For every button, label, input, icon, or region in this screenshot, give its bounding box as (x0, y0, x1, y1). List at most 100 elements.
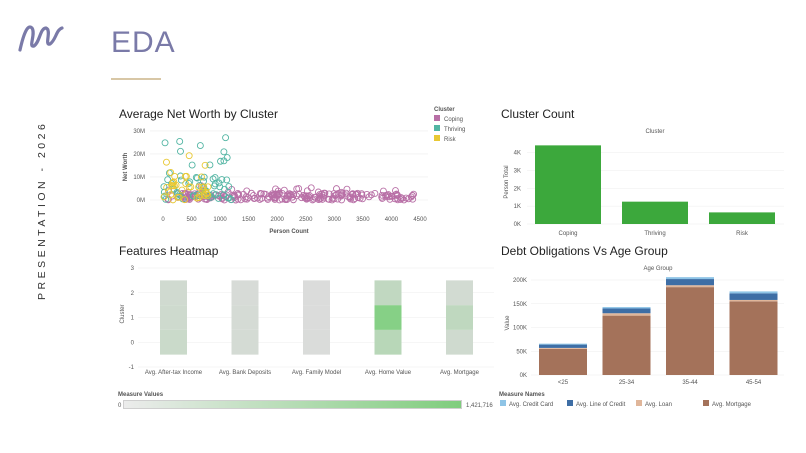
cluster-count-bar-thriving (622, 201, 688, 224)
scatter-point-thriving (192, 173, 200, 181)
scatter-x-tick: 3500 (356, 217, 370, 223)
debt-header: Age Group (643, 266, 673, 272)
heatmap-cell (160, 280, 187, 306)
scatter-point-thriving (212, 191, 220, 199)
scatter-point-risk (198, 173, 205, 181)
legend-swatch-coping (434, 115, 440, 121)
debt-x-tick: 45-54 (746, 380, 762, 386)
legend-label-coping: Coping (444, 117, 463, 123)
scatter-point-thriving (174, 190, 182, 198)
heatmap-cell (446, 280, 473, 306)
legend-swatch-credit-card (500, 400, 506, 406)
scatter-title: Average Net Worth by Cluster (119, 107, 278, 121)
scatter-point-coping (409, 195, 417, 203)
scatter-point-thriving (227, 196, 235, 204)
scatter-point-thriving (164, 176, 172, 184)
legend-swatch-risk (434, 135, 440, 141)
scatter-point-coping (287, 191, 295, 198)
legend-label-mortgage: Avg. Mortgage (712, 402, 752, 408)
heatmap-y-axis-label: Cluster (120, 304, 126, 323)
scatter-x-axis-label: Person Count (269, 229, 308, 235)
scatter-point-thriving (185, 179, 193, 187)
debt-x-tick: <25 (558, 380, 569, 386)
scatter-point-coping (258, 194, 266, 202)
scatter-y-axis-label: Net Worth (123, 152, 129, 181)
scatter-point-thriving (223, 154, 231, 161)
heatmap-y-tick: 0 (131, 340, 135, 346)
scatter-y-tick: 30M (133, 129, 145, 135)
heatmap-cell (160, 305, 187, 330)
heatmap-cell (446, 305, 473, 330)
cluster-count-y-tick: 4K (514, 151, 521, 157)
heatmap-y-tick: 1 (131, 316, 135, 322)
scatter-point-thriving (177, 176, 185, 184)
scatter-point-thriving (211, 182, 218, 190)
scatter-point-risk (201, 161, 209, 169)
scatter-point-coping (371, 189, 379, 197)
scatter-point-coping (405, 195, 412, 203)
scatter-point-coping (272, 185, 280, 193)
debt-bar-segment (729, 293, 778, 300)
scatter-point-coping (250, 192, 257, 199)
heatmap-y-tick: 3 (131, 266, 135, 272)
scatter-point-risk (163, 158, 170, 166)
scatter-point-thriving (176, 138, 184, 145)
scatter-point-coping (316, 192, 324, 200)
debt-bar-segment (666, 279, 714, 286)
scatter-point-thriving (161, 139, 169, 147)
scatter-point-thriving (223, 176, 231, 184)
scatter-point-coping (302, 195, 310, 203)
scatter-point-risk (168, 182, 176, 189)
scatter-point-risk (174, 193, 182, 201)
scatter-y-tick: 20M (133, 152, 145, 158)
slide-title: EDA (111, 26, 176, 59)
legend-label-line-of-credit: Avg. Line of Credit (576, 402, 626, 408)
scatter-point-risk (167, 168, 175, 176)
scatter-point-risk (185, 183, 193, 191)
brand-logo-icon (18, 25, 64, 52)
debt-y-tick: 150K (513, 302, 527, 308)
scatter-point-coping (268, 190, 276, 198)
scatter-point-coping (378, 191, 386, 199)
scatter-point-coping (393, 192, 401, 200)
debt-legend-title: Measure Names (499, 392, 545, 398)
scatter-x-tick: 3000 (328, 217, 342, 223)
debt-bar-segment (666, 285, 714, 288)
heatmap-cell (374, 305, 402, 330)
scatter-point-thriving (225, 194, 233, 202)
scatter-point-thriving (160, 183, 168, 191)
scatter-point-thriving (193, 174, 201, 182)
legend-label-credit-card: Avg. Credit Card (509, 402, 553, 408)
scatter-point-coping (243, 195, 251, 203)
heatmap-cell (374, 280, 402, 306)
heatmap-cell (446, 329, 473, 355)
scatter-x-tick: 500 (187, 217, 198, 223)
title-underline (111, 78, 161, 80)
cluster-count-y-tick: 0K (514, 222, 521, 228)
measure-values-max: 1,421,716 (466, 403, 493, 409)
heatmap-x-tick: Avg. Family Model (292, 370, 341, 376)
scatter-point-coping (338, 191, 346, 199)
debt-x-tick: 35-44 (682, 380, 698, 386)
scatter-point-risk (165, 188, 173, 196)
scatter-point-coping (410, 190, 418, 198)
debt-y-tick: 50K (516, 349, 527, 355)
measure-values-color-scale (123, 400, 462, 409)
cluster-count-x-tick: Coping (558, 231, 577, 237)
legend-label-risk: Risk (444, 137, 457, 143)
scatter-point-coping (278, 190, 286, 197)
debt-bar-segment (729, 301, 778, 375)
scatter-x-tick: 1500 (242, 217, 256, 223)
heatmap-y-tick: 2 (131, 291, 135, 297)
cluster-count-bar-coping (535, 145, 601, 224)
heatmap-cell (160, 329, 187, 355)
debt-bar-segment (602, 307, 651, 309)
cluster-count-y-axis-label: Person Total (504, 165, 510, 198)
scatter-point-coping (243, 187, 251, 195)
scatter-point-coping (342, 189, 350, 197)
scatter-point-thriving (161, 192, 169, 200)
debt-bar-segment (666, 287, 714, 375)
cluster-count-header: Cluster (645, 129, 664, 135)
